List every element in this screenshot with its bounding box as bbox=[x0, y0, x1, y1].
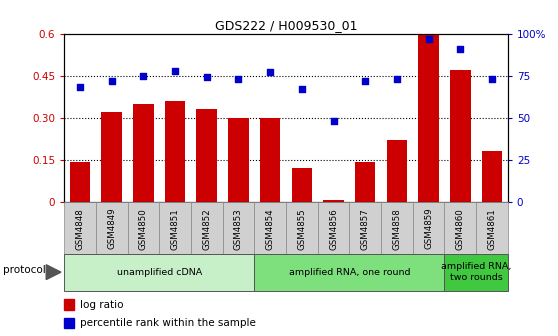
Bar bbox=[228, 118, 249, 202]
Text: GSM4856: GSM4856 bbox=[329, 208, 338, 250]
FancyBboxPatch shape bbox=[476, 202, 508, 254]
Point bbox=[329, 118, 338, 124]
Text: log ratio: log ratio bbox=[80, 300, 123, 309]
Bar bbox=[482, 151, 502, 202]
Bar bbox=[291, 168, 312, 202]
Point bbox=[456, 46, 465, 51]
Bar bbox=[418, 34, 439, 202]
Bar bbox=[387, 140, 407, 202]
Point bbox=[360, 78, 369, 83]
FancyBboxPatch shape bbox=[286, 202, 318, 254]
Bar bbox=[64, 318, 74, 328]
Text: GSM4849: GSM4849 bbox=[107, 208, 116, 249]
Text: GSM4855: GSM4855 bbox=[297, 208, 306, 250]
Title: GDS222 / H009530_01: GDS222 / H009530_01 bbox=[215, 19, 357, 33]
Point bbox=[297, 86, 306, 92]
Point bbox=[488, 76, 497, 82]
Text: GSM4848: GSM4848 bbox=[75, 208, 84, 250]
Point bbox=[266, 70, 275, 75]
Text: GSM4860: GSM4860 bbox=[456, 208, 465, 250]
Bar bbox=[323, 200, 344, 202]
Point bbox=[139, 73, 148, 78]
Bar bbox=[102, 112, 122, 202]
Bar bbox=[355, 162, 376, 202]
FancyBboxPatch shape bbox=[254, 254, 444, 291]
Text: unamplified cDNA: unamplified cDNA bbox=[117, 268, 202, 277]
Text: GSM4850: GSM4850 bbox=[139, 208, 148, 250]
FancyBboxPatch shape bbox=[64, 202, 96, 254]
FancyBboxPatch shape bbox=[191, 202, 223, 254]
FancyBboxPatch shape bbox=[64, 254, 254, 291]
FancyBboxPatch shape bbox=[381, 202, 413, 254]
Point bbox=[392, 76, 401, 82]
Bar bbox=[64, 299, 74, 310]
FancyBboxPatch shape bbox=[444, 202, 476, 254]
Point bbox=[107, 78, 116, 83]
FancyBboxPatch shape bbox=[128, 202, 159, 254]
FancyBboxPatch shape bbox=[413, 202, 444, 254]
Text: GSM4851: GSM4851 bbox=[171, 208, 180, 250]
Text: amplified RNA, one round: amplified RNA, one round bbox=[288, 268, 410, 277]
Text: GSM4861: GSM4861 bbox=[488, 208, 497, 250]
Text: GSM4853: GSM4853 bbox=[234, 208, 243, 250]
Point bbox=[234, 76, 243, 82]
FancyBboxPatch shape bbox=[349, 202, 381, 254]
Point bbox=[75, 85, 84, 90]
Point bbox=[203, 75, 211, 80]
FancyBboxPatch shape bbox=[444, 254, 508, 291]
Point bbox=[424, 36, 433, 41]
Bar bbox=[70, 162, 90, 202]
Point bbox=[171, 68, 180, 73]
Bar bbox=[196, 109, 217, 202]
Text: GSM4858: GSM4858 bbox=[392, 208, 401, 250]
FancyBboxPatch shape bbox=[254, 202, 286, 254]
Text: percentile rank within the sample: percentile rank within the sample bbox=[80, 318, 256, 328]
Bar bbox=[450, 70, 470, 202]
FancyBboxPatch shape bbox=[318, 202, 349, 254]
Bar bbox=[133, 103, 153, 202]
Bar bbox=[260, 118, 281, 202]
Bar bbox=[165, 101, 185, 202]
FancyBboxPatch shape bbox=[159, 202, 191, 254]
Text: protocol: protocol bbox=[3, 265, 46, 276]
Text: GSM4854: GSM4854 bbox=[266, 208, 275, 250]
Polygon shape bbox=[46, 265, 61, 280]
FancyBboxPatch shape bbox=[223, 202, 254, 254]
Text: GSM4852: GSM4852 bbox=[202, 208, 211, 250]
Text: GSM4857: GSM4857 bbox=[360, 208, 370, 250]
Text: amplified RNA,
two rounds: amplified RNA, two rounds bbox=[441, 262, 511, 282]
Text: GSM4859: GSM4859 bbox=[424, 208, 433, 249]
FancyBboxPatch shape bbox=[96, 202, 128, 254]
